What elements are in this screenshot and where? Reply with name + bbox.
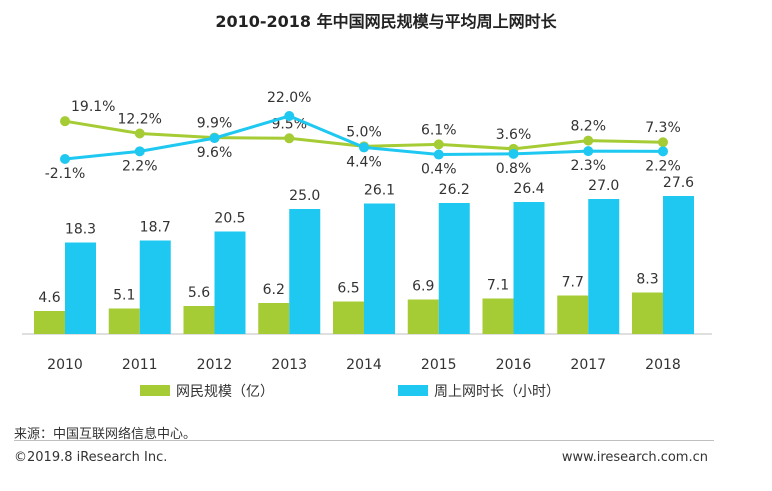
bar-weekly-hours: [438, 203, 470, 334]
bar-weekly-hours: [65, 242, 96, 334]
data-label-netizens: 6.2: [263, 282, 285, 298]
point-hours-growth: [60, 154, 70, 164]
data-label-hours-growth: 9.6%: [197, 145, 233, 161]
bar-weekly-hours: [588, 199, 620, 334]
data-label-netizens: 7.1: [487, 278, 509, 294]
bar-netizens: [333, 301, 364, 334]
data-label-hours-growth: 4.4%: [346, 154, 382, 170]
x-tick-label: 2013: [271, 357, 307, 373]
data-label-weekly-hours: 26.4: [513, 181, 544, 197]
legend-label-netizens: 网民规模（亿）: [176, 384, 274, 400]
point-hours-growth: [433, 149, 444, 160]
copyright-text: ©2019.8 iResearch Inc.: [14, 450, 168, 465]
point-hours-growth: [359, 142, 369, 153]
point-netizen-growth: [284, 133, 295, 144]
data-label-hours-growth: 2.2%: [645, 158, 681, 174]
source-note: 来源：中国互联网络信息中心。: [14, 427, 197, 442]
bar-weekly-hours: [663, 196, 694, 334]
point-hours-growth: [508, 148, 519, 159]
point-hours-growth: [209, 133, 220, 144]
data-label-weekly-hours: 18.7: [140, 220, 171, 236]
bar-netizens: [407, 299, 439, 334]
data-label-weekly-hours: 27.0: [588, 178, 619, 194]
bar-netizens: [557, 295, 589, 334]
point-netizen-growth: [583, 135, 594, 146]
bar-weekly-hours: [289, 209, 321, 334]
bar-weekly-hours: [513, 202, 545, 334]
data-label-netizen-growth: 19.1%: [71, 99, 115, 115]
data-label-netizen-growth: 3.6%: [496, 127, 532, 143]
bar-netizens: [183, 306, 215, 334]
bar-netizens: [632, 292, 663, 334]
bar-weekly-hours: [214, 231, 246, 334]
data-label-weekly-hours: 26.1: [364, 183, 395, 199]
x-tick-label: 2015: [421, 357, 457, 373]
bar-netizens: [34, 311, 65, 334]
x-tick-label: 2011: [122, 357, 158, 373]
data-label-hours-growth: 2.3%: [570, 158, 606, 174]
legend-swatch-netizens: [140, 385, 170, 396]
point-netizen-growth: [658, 137, 668, 148]
chart-title: 2010-2018 年中国网民规模与平均周上网时长: [215, 12, 557, 31]
data-label-netizens: 4.6: [38, 290, 60, 306]
data-label-hours-growth: 0.4%: [421, 162, 457, 178]
legend-swatch-weekly-hours: [398, 385, 428, 396]
data-label-netizens: 5.6: [188, 285, 210, 301]
bar-netizens: [482, 298, 514, 334]
data-label-netizens: 5.1: [113, 288, 135, 304]
bar-netizens: [108, 308, 140, 334]
data-label-netizen-growth: 9.9%: [197, 116, 233, 132]
data-label-hours-growth: 2.2%: [122, 158, 158, 174]
data-label-netizens: 8.3: [636, 272, 658, 288]
data-label-hours-growth: 0.8%: [496, 161, 532, 177]
data-label-weekly-hours: 27.6: [663, 175, 694, 191]
point-hours-growth: [658, 146, 668, 157]
footer-divider: [14, 440, 714, 441]
data-label-weekly-hours: 20.5: [214, 211, 245, 227]
x-tick-label: 2018: [645, 357, 681, 373]
legend-label-weekly-hours: 周上网时长（小时）: [434, 384, 560, 400]
data-label-netizen-growth: 6.1%: [421, 122, 457, 138]
x-tick-label: 2012: [197, 357, 233, 373]
x-tick-label: 2010: [47, 357, 83, 373]
data-label-netizens: 6.5: [337, 281, 359, 297]
data-label-netizen-growth: 7.3%: [645, 120, 681, 136]
data-label-hours-growth: 22.0%: [267, 90, 311, 106]
point-netizen-growth: [134, 128, 145, 139]
bar-weekly-hours: [139, 240, 171, 334]
website-link[interactable]: www.iresearch.com.cn: [561, 450, 708, 465]
data-label-netizen-growth: 8.2%: [570, 119, 606, 135]
data-label-weekly-hours: 26.2: [439, 182, 470, 198]
x-tick-label: 2014: [346, 357, 382, 373]
data-label-netizen-growth: 12.2%: [118, 111, 162, 127]
data-label-weekly-hours: 25.0: [289, 188, 320, 204]
point-netizen-growth: [60, 116, 70, 127]
data-label-netizen-growth: 5.0%: [346, 124, 382, 140]
bar-weekly-hours: [364, 203, 395, 334]
point-hours-growth: [134, 146, 145, 157]
point-netizen-growth: [433, 139, 444, 150]
x-tick-label: 2016: [496, 357, 532, 373]
data-label-hours-growth: -2.1%: [45, 166, 86, 182]
point-hours-growth: [284, 111, 295, 121]
bar-netizens: [258, 303, 290, 334]
data-label-netizens: 6.9: [412, 279, 434, 295]
combo-chart: 4.6 18.3 2010 5.1 18.7 2011 5.6 20.5 2012 6.2 25.0…: [22, 90, 712, 400]
point-hours-growth: [583, 146, 594, 157]
data-label-netizens: 7.7: [562, 275, 584, 291]
data-label-weekly-hours: 18.3: [65, 222, 96, 238]
x-tick-label: 2017: [570, 357, 606, 373]
